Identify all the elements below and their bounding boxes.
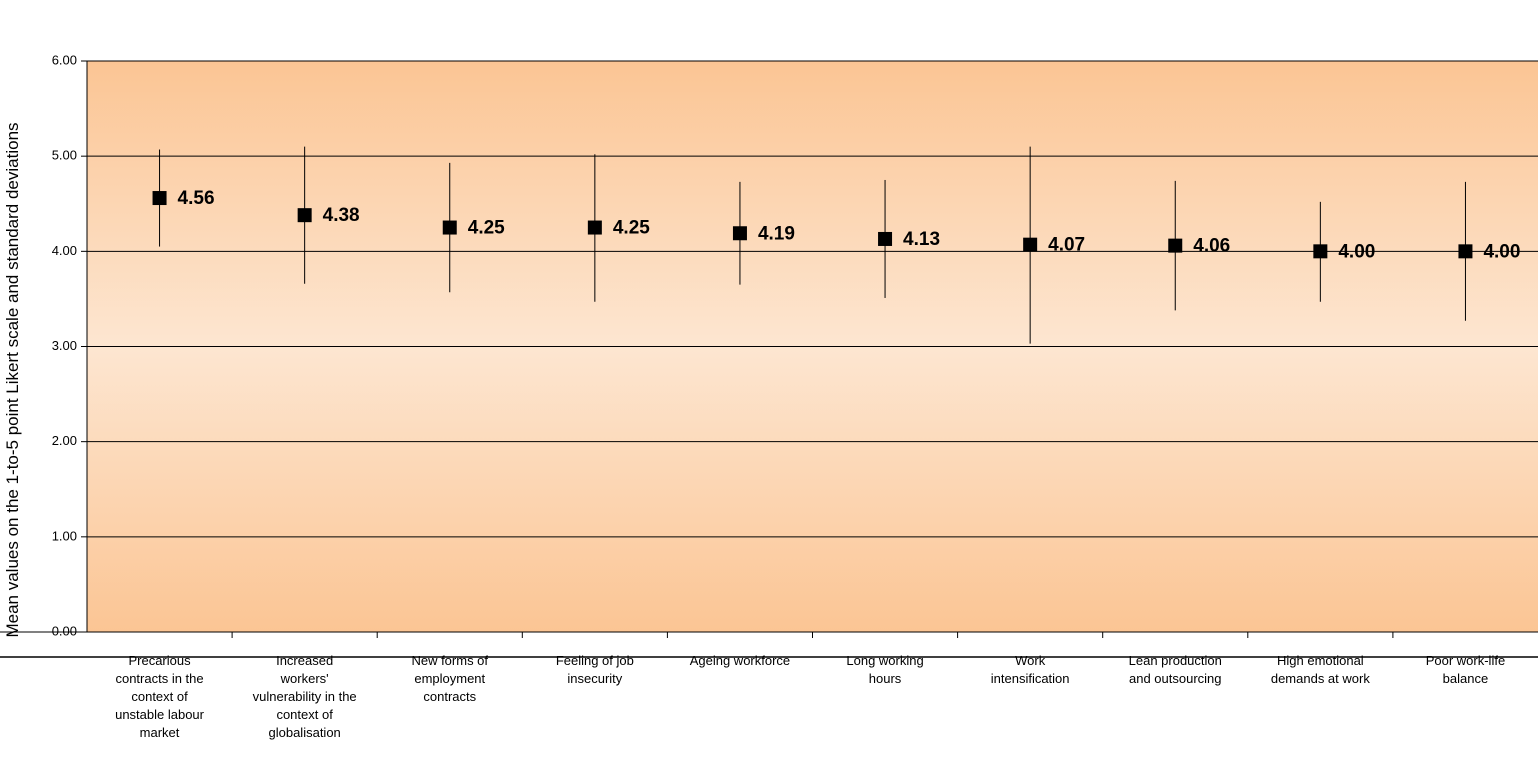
category-label: Long working hours (846, 653, 923, 686)
category-label-line: balance (1443, 671, 1489, 686)
data-point-marker (1458, 244, 1473, 259)
category-label-line: context of (276, 707, 333, 722)
y-tick-label: 6.00 (52, 52, 77, 67)
data-label: 4.00 (1338, 241, 1375, 262)
category-label: Increased workers' vulnerability in the con… (253, 653, 357, 740)
category-label-line: Poor work-life (1426, 653, 1505, 668)
category-label: New forms of employment contracts (411, 653, 488, 704)
y-tick-label: 2.00 (52, 433, 77, 448)
data-point-marker (297, 208, 312, 223)
data-label: 4.25 (468, 218, 505, 239)
y-tick-label: 3.00 (52, 338, 77, 353)
category-label-line: Feeling of job (556, 653, 634, 668)
data-point-marker (442, 220, 457, 235)
category-label-line: contracts in the (115, 671, 203, 686)
data-point-marker (152, 191, 167, 206)
y-tick-label: 4.00 (52, 243, 77, 258)
category-label-line: Precarious (128, 653, 191, 668)
category-label-line: Work (1015, 653, 1046, 668)
data-labels: 4.56 4.38 4.25 4.25 4.19 4.13 4.07 4.06 4.00 4.00 (178, 188, 1521, 262)
data-label: 4.07 (1048, 235, 1085, 256)
x-axis (0, 631, 1538, 658)
data-label: 4.19 (758, 223, 795, 244)
category-label-line: unstable labour (115, 707, 205, 722)
data-label: 4.13 (903, 229, 940, 250)
data-point-marker (1023, 237, 1038, 252)
category-label-line: market (140, 725, 180, 740)
y-tick-label: 5.00 (52, 148, 77, 163)
category-label-line: Lean production (1129, 653, 1222, 668)
gridlines (87, 60, 1538, 538)
data-point-marker (732, 226, 747, 241)
category-label: Ageing workforce (690, 653, 790, 668)
category-label-line: High emotional (1277, 653, 1364, 668)
data-point-marker (1168, 238, 1183, 253)
category-label-line: hours (869, 671, 902, 686)
category-label-line: Ageing workforce (690, 653, 790, 668)
category-label: Poor work-life balance (1426, 653, 1505, 686)
data-label: 4.56 (178, 188, 215, 209)
data-label: 4.00 (1483, 241, 1520, 262)
category-label-line: Increased (276, 653, 333, 668)
category-label: Work intensification (991, 653, 1070, 686)
category-label-line: globalisation (269, 725, 341, 740)
category-label-line: vulnerability in the (253, 689, 357, 704)
y-axis-title: Mean values on the 1-to-5 point Likert s… (3, 122, 22, 637)
markers (152, 191, 1473, 259)
category-label-line: New forms of (411, 653, 488, 668)
category-label-line: employment (414, 671, 485, 686)
data-label: 4.38 (323, 205, 360, 226)
data-point-marker (1313, 244, 1328, 259)
data-point-marker (878, 231, 893, 246)
data-point-marker (587, 220, 602, 235)
category-label-line: contracts (423, 689, 476, 704)
category-label-line: context of (131, 689, 188, 704)
y-axis: 0.00 1.00 2.00 3.00 4.00 5.00 6.00 (52, 52, 88, 638)
data-label: 4.06 (1193, 236, 1230, 257)
category-label-line: demands at work (1271, 671, 1370, 686)
category-label-line: insecurity (567, 671, 622, 686)
category-label-line: Long working (846, 653, 923, 668)
data-label: 4.25 (613, 218, 650, 239)
category-labels: Precarious contracts in the context of unst… (115, 653, 1505, 740)
y-tick-label: 0.00 (52, 623, 77, 638)
category-label-line: intensification (991, 671, 1070, 686)
category-label: Feeling of job insecurity (556, 653, 634, 686)
category-label: Precarious contracts in the context of unst… (115, 653, 205, 740)
category-label-line: workers' (280, 671, 329, 686)
category-label: High emotional demands at work (1271, 653, 1370, 686)
category-label: Lean production and outsourcing (1129, 653, 1222, 686)
category-label-line: and outsourcing (1129, 671, 1222, 686)
y-tick-label: 1.00 (52, 528, 77, 543)
